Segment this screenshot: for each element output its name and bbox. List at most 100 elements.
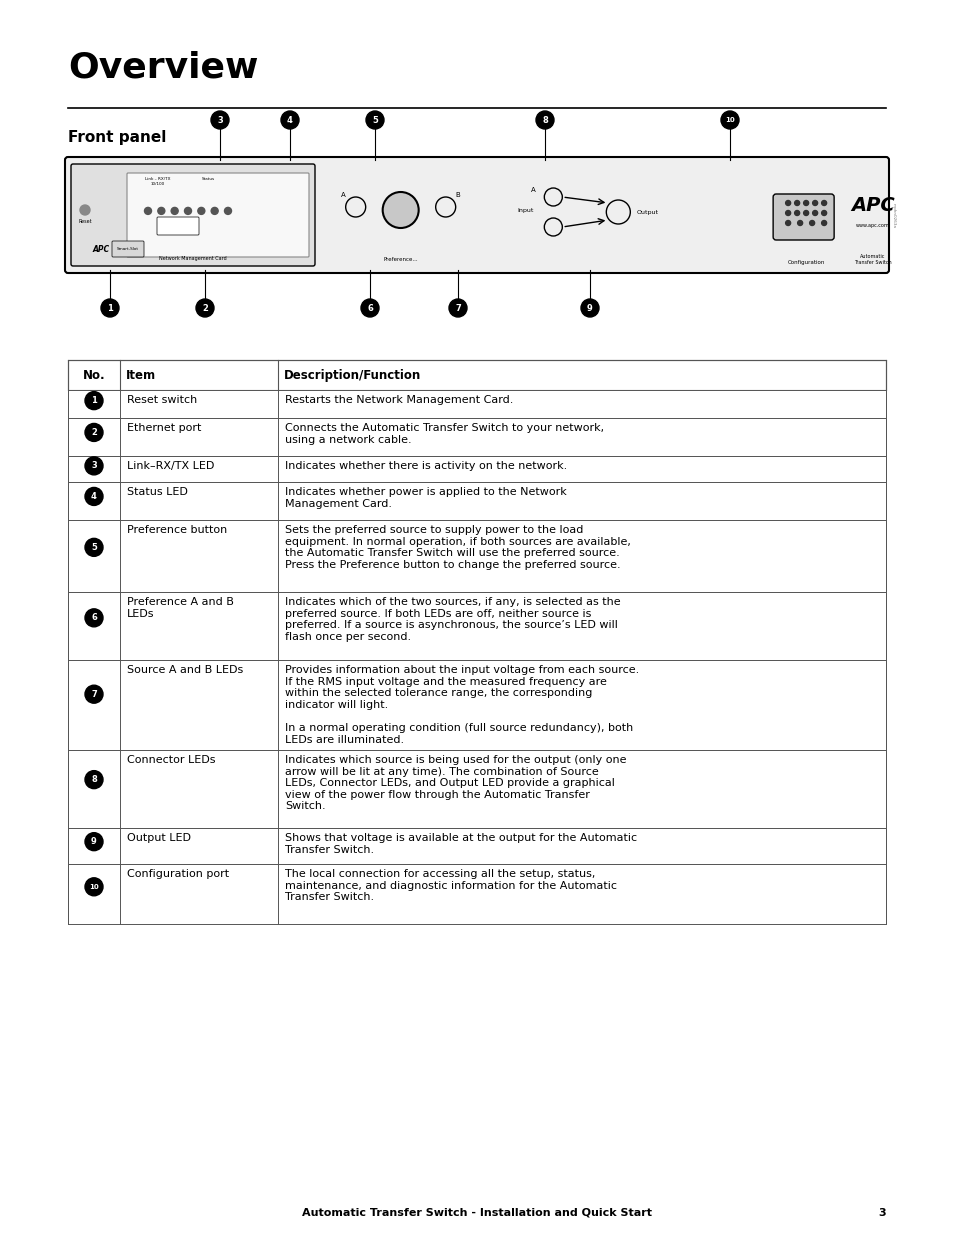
Text: Input: Input bbox=[517, 207, 533, 212]
Text: Preference...: Preference... bbox=[383, 257, 417, 262]
Circle shape bbox=[211, 111, 229, 128]
Text: Output LED: Output LED bbox=[127, 832, 191, 844]
Bar bbox=[68, 520, 885, 592]
Text: No.: No. bbox=[83, 368, 105, 382]
Circle shape bbox=[80, 205, 90, 215]
Text: APC: APC bbox=[850, 195, 894, 215]
Bar bbox=[68, 750, 885, 827]
Text: 4: 4 bbox=[287, 116, 293, 125]
Circle shape bbox=[85, 457, 103, 475]
Circle shape bbox=[85, 685, 103, 703]
Text: Shows that voltage is available at the output for the Automatic
Transfer Switch.: Shows that voltage is available at the o… bbox=[285, 832, 637, 855]
Text: Indicates whether power is applied to the Network
Management Card.: Indicates whether power is applied to th… bbox=[285, 487, 566, 509]
FancyBboxPatch shape bbox=[71, 164, 314, 266]
Text: Automatic
Transfer Switch: Automatic Transfer Switch bbox=[853, 254, 891, 266]
Circle shape bbox=[85, 538, 103, 556]
Circle shape bbox=[797, 221, 801, 226]
Circle shape bbox=[101, 299, 119, 317]
Text: Connects the Automatic Transfer Switch to your network,
using a network cable.: Connects the Automatic Transfer Switch t… bbox=[285, 424, 603, 445]
Circle shape bbox=[281, 111, 298, 128]
Text: A: A bbox=[341, 191, 346, 198]
Circle shape bbox=[785, 210, 790, 215]
Text: 5: 5 bbox=[372, 116, 377, 125]
Text: Provides information about the input voltage from each source.
If the RMS input : Provides information about the input vol… bbox=[285, 664, 639, 745]
Circle shape bbox=[821, 200, 825, 205]
FancyBboxPatch shape bbox=[112, 241, 144, 257]
Circle shape bbox=[449, 299, 467, 317]
Text: 6: 6 bbox=[367, 304, 373, 312]
Circle shape bbox=[171, 207, 178, 215]
Circle shape bbox=[812, 210, 817, 215]
Circle shape bbox=[144, 207, 152, 215]
Text: A: A bbox=[531, 186, 536, 193]
Text: 3: 3 bbox=[878, 1208, 885, 1218]
Circle shape bbox=[802, 210, 808, 215]
Text: Preference A and B
LEDs: Preference A and B LEDs bbox=[127, 597, 233, 619]
Circle shape bbox=[821, 221, 825, 226]
Text: mphn0263a: mphn0263a bbox=[891, 203, 895, 227]
Text: APC: APC bbox=[92, 245, 110, 254]
Text: Output: Output bbox=[636, 210, 658, 215]
Text: Network Management Card: Network Management Card bbox=[159, 256, 227, 261]
Circle shape bbox=[785, 200, 790, 205]
Circle shape bbox=[211, 207, 218, 215]
Text: 10: 10 bbox=[89, 884, 99, 889]
Text: Sets the preferred source to supply power to the load
equipment. In normal opera: Sets the preferred source to supply powe… bbox=[285, 525, 630, 569]
Bar bbox=[68, 390, 885, 417]
Text: The local connection for accessing all the setup, status,
maintenance, and diagn: The local connection for accessing all t… bbox=[285, 869, 617, 903]
Circle shape bbox=[809, 221, 814, 226]
Text: 8: 8 bbox=[91, 776, 97, 784]
Text: Automatic Transfer Switch - Installation and Quick Start: Automatic Transfer Switch - Installation… bbox=[302, 1208, 651, 1218]
Bar bbox=[68, 592, 885, 659]
Circle shape bbox=[821, 210, 825, 215]
Text: Ethernet port: Ethernet port bbox=[127, 424, 201, 433]
Text: Overview: Overview bbox=[68, 49, 258, 84]
Text: Front panel: Front panel bbox=[68, 130, 166, 144]
Circle shape bbox=[812, 200, 817, 205]
Circle shape bbox=[794, 200, 799, 205]
Bar bbox=[68, 456, 885, 482]
Text: Link–RX/TX LED: Link–RX/TX LED bbox=[127, 461, 214, 471]
Text: Configuration: Configuration bbox=[786, 261, 824, 266]
Bar bbox=[68, 864, 885, 924]
Circle shape bbox=[785, 221, 790, 226]
Text: Reset: Reset bbox=[78, 219, 91, 224]
Bar bbox=[68, 359, 885, 390]
Circle shape bbox=[224, 207, 232, 215]
Circle shape bbox=[720, 111, 739, 128]
Circle shape bbox=[85, 391, 103, 410]
Text: 7: 7 bbox=[455, 304, 460, 312]
Circle shape bbox=[360, 299, 378, 317]
Text: Connector LEDs: Connector LEDs bbox=[127, 755, 215, 764]
Circle shape bbox=[85, 609, 103, 627]
Circle shape bbox=[366, 111, 384, 128]
Text: 1: 1 bbox=[91, 396, 97, 405]
Bar bbox=[68, 482, 885, 520]
Text: 3: 3 bbox=[217, 116, 223, 125]
Text: 10: 10 bbox=[724, 117, 734, 124]
Text: 4: 4 bbox=[91, 492, 97, 501]
Text: 3: 3 bbox=[91, 462, 97, 471]
Circle shape bbox=[536, 111, 554, 128]
Text: 9: 9 bbox=[91, 837, 97, 846]
Text: 7: 7 bbox=[91, 689, 97, 699]
FancyBboxPatch shape bbox=[127, 173, 309, 257]
Text: 5: 5 bbox=[91, 543, 97, 552]
Circle shape bbox=[85, 424, 103, 441]
Circle shape bbox=[802, 200, 808, 205]
Text: Indicates which source is being used for the output (only one
arrow will be lit : Indicates which source is being used for… bbox=[285, 755, 626, 811]
Text: Status LED: Status LED bbox=[127, 487, 188, 496]
Text: 9: 9 bbox=[586, 304, 592, 312]
Circle shape bbox=[157, 207, 165, 215]
Text: Configuration port: Configuration port bbox=[127, 869, 229, 879]
Bar bbox=[68, 827, 885, 864]
Text: Item: Item bbox=[126, 368, 156, 382]
Circle shape bbox=[197, 207, 205, 215]
Text: www.apc.com: www.apc.com bbox=[855, 224, 889, 228]
Bar bbox=[68, 417, 885, 456]
Circle shape bbox=[382, 191, 418, 228]
Circle shape bbox=[85, 771, 103, 789]
Text: 6: 6 bbox=[91, 614, 97, 622]
Bar bbox=[68, 659, 885, 750]
Circle shape bbox=[85, 488, 103, 505]
